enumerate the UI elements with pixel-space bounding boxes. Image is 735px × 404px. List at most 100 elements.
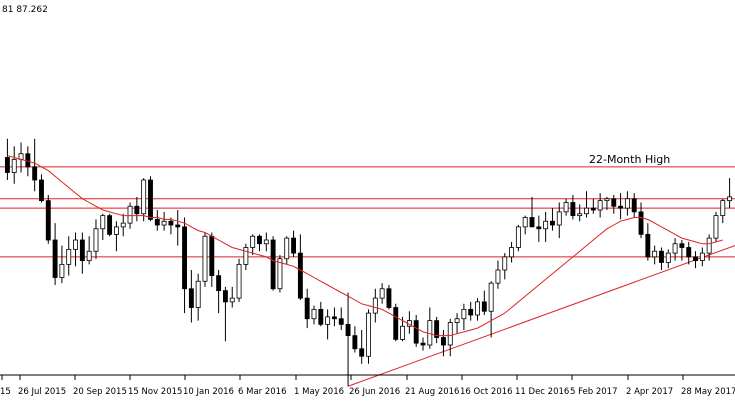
annotation-label: 22-Month High — [589, 153, 670, 166]
candle-body — [481, 301, 487, 312]
candle — [577, 204, 583, 222]
candle-body — [148, 179, 153, 220]
candle-body — [515, 226, 521, 248]
candle-body — [32, 166, 38, 181]
candle-body — [434, 320, 440, 338]
candle — [468, 301, 474, 321]
candle — [509, 241, 515, 263]
candle — [168, 217, 174, 235]
candle — [434, 316, 440, 344]
candle-body — [168, 220, 174, 226]
x-tick-label: 15 — [0, 387, 11, 397]
candle-body — [379, 288, 385, 299]
candle — [645, 223, 651, 261]
candle — [11, 146, 17, 184]
candle-body — [161, 220, 167, 226]
candle-body — [577, 213, 583, 217]
candle — [631, 193, 637, 218]
x-tick-label: 26 Jul 2015 — [18, 387, 66, 397]
candle — [93, 219, 99, 259]
candle — [393, 303, 399, 342]
candle — [495, 260, 501, 289]
moving-average-line — [7, 155, 723, 337]
candle-body — [352, 335, 358, 350]
candle — [188, 270, 194, 323]
candle — [556, 202, 562, 239]
candle-body — [706, 237, 712, 254]
candle — [522, 215, 528, 235]
candle-body — [141, 179, 147, 215]
x-tick-label: 20 Sep 2015 — [73, 387, 127, 397]
candle — [331, 307, 337, 327]
candle — [134, 196, 140, 222]
candle — [120, 213, 126, 237]
candle — [73, 232, 78, 267]
candle — [420, 337, 426, 351]
candle — [454, 313, 460, 334]
candle-body — [413, 320, 419, 344]
x-tick-label: 21 Aug 2016 — [405, 387, 459, 397]
trendline-1 — [347, 245, 735, 387]
candle-body — [624, 198, 630, 209]
candle-body — [11, 158, 17, 173]
candle — [154, 210, 160, 231]
candle — [291, 230, 296, 257]
x-tick-label: 2 Apr 2017 — [626, 387, 673, 397]
candle-body — [79, 239, 85, 262]
candle — [270, 236, 276, 291]
candle-body — [645, 233, 651, 258]
candle — [39, 174, 44, 203]
candle-body — [39, 179, 44, 202]
candle-body — [447, 322, 453, 346]
moving-average-group — [7, 155, 723, 337]
candle-body — [543, 220, 549, 230]
candle — [461, 303, 467, 330]
candle — [345, 292, 351, 387]
candle-body — [488, 282, 494, 312]
candle-body — [693, 256, 698, 262]
candle — [277, 255, 283, 293]
x-tick-label: 26 Jun 2016 — [349, 387, 400, 397]
candle — [202, 232, 208, 287]
candle-body — [331, 316, 337, 320]
candle — [297, 234, 303, 300]
candles-group — [4, 138, 733, 387]
candle-body — [720, 200, 726, 217]
candle — [113, 221, 119, 252]
candle-body — [550, 220, 555, 226]
candle-body — [475, 301, 480, 316]
candle — [366, 309, 371, 364]
candle — [652, 245, 658, 265]
trendline-group — [347, 245, 735, 387]
candle — [379, 283, 385, 304]
candle-body — [107, 215, 113, 235]
candle-body — [604, 198, 610, 202]
candle-body — [631, 198, 637, 213]
candle — [713, 211, 719, 242]
candle-body — [45, 200, 51, 241]
candle-body — [366, 312, 371, 357]
candle — [515, 225, 521, 252]
candle — [52, 223, 58, 285]
candle-body — [66, 248, 72, 265]
candle-body — [154, 218, 160, 226]
candle-body — [563, 202, 569, 213]
candle — [727, 178, 733, 209]
candle-body — [222, 290, 228, 303]
candle-body — [536, 226, 542, 230]
candle — [665, 249, 671, 269]
x-tick-label: 11 Dec 2016 — [515, 387, 569, 397]
candle — [720, 198, 726, 224]
candle-body — [495, 269, 501, 284]
x-tick-label: 10 Jan 2016 — [183, 387, 234, 397]
candle-body — [529, 217, 535, 228]
candle-body — [120, 222, 126, 228]
candle — [4, 138, 10, 180]
candle — [550, 208, 555, 231]
candle-body — [318, 308, 324, 325]
candle — [86, 236, 92, 265]
candle — [209, 232, 215, 287]
candle — [236, 258, 242, 302]
candle — [624, 191, 630, 216]
candle-body — [386, 288, 392, 308]
